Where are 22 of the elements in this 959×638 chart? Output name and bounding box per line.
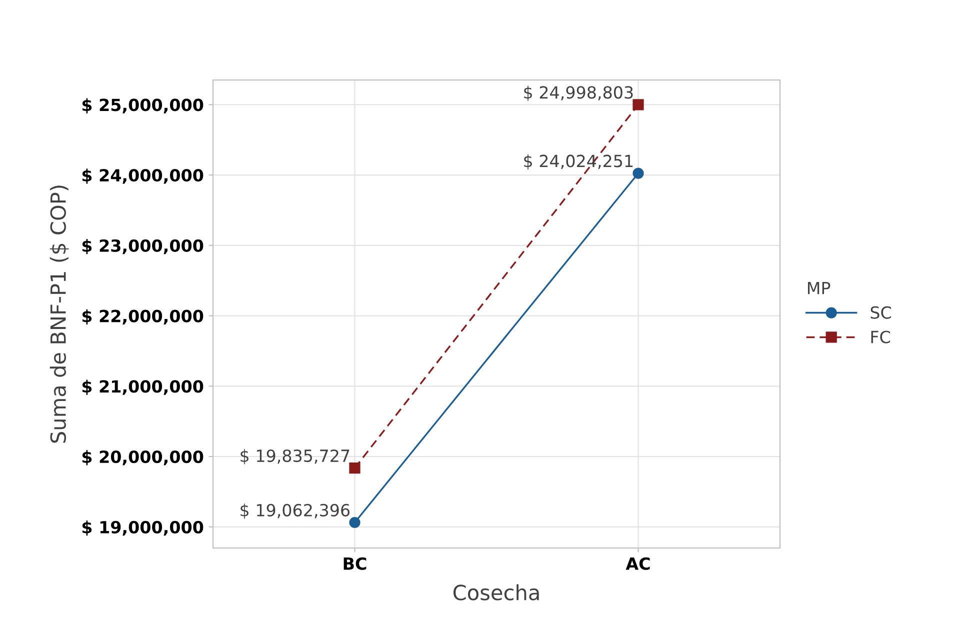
y-tick-label: $ 20,000,000 — [82, 450, 204, 466]
y-tick-label: $ 25,000,000 — [82, 98, 204, 114]
legend-label: SC — [870, 306, 891, 319]
y-tick-label: $ 21,000,000 — [82, 380, 204, 395]
data-label: $ 24,024,251 — [524, 154, 633, 170]
y-tick-label: $ 24,000,000 — [82, 168, 204, 184]
x-tick-label: BC — [344, 557, 366, 570]
x-tick-label: AC — [626, 557, 650, 570]
data-label: $ 24,998,803 — [524, 86, 633, 101]
y-tick-label: $ 23,000,000 — [82, 239, 204, 254]
point — [349, 516, 360, 528]
legend-title: MP — [808, 282, 830, 294]
point — [632, 168, 644, 179]
data-label: $ 19,835,727 — [240, 449, 350, 464]
point — [349, 462, 360, 474]
y-tick-label: $ 19,000,000 — [82, 520, 204, 536]
y-axis-title: Suma de BNF-P1 ($ COP) — [50, 186, 69, 443]
point — [632, 99, 644, 110]
data-label: $ 19,062,396 — [240, 504, 350, 519]
y-tick-label: $ 22,000,000 — [82, 309, 204, 325]
legend-label: FC — [871, 330, 890, 344]
x-axis-title: Cosecha — [453, 584, 539, 600]
